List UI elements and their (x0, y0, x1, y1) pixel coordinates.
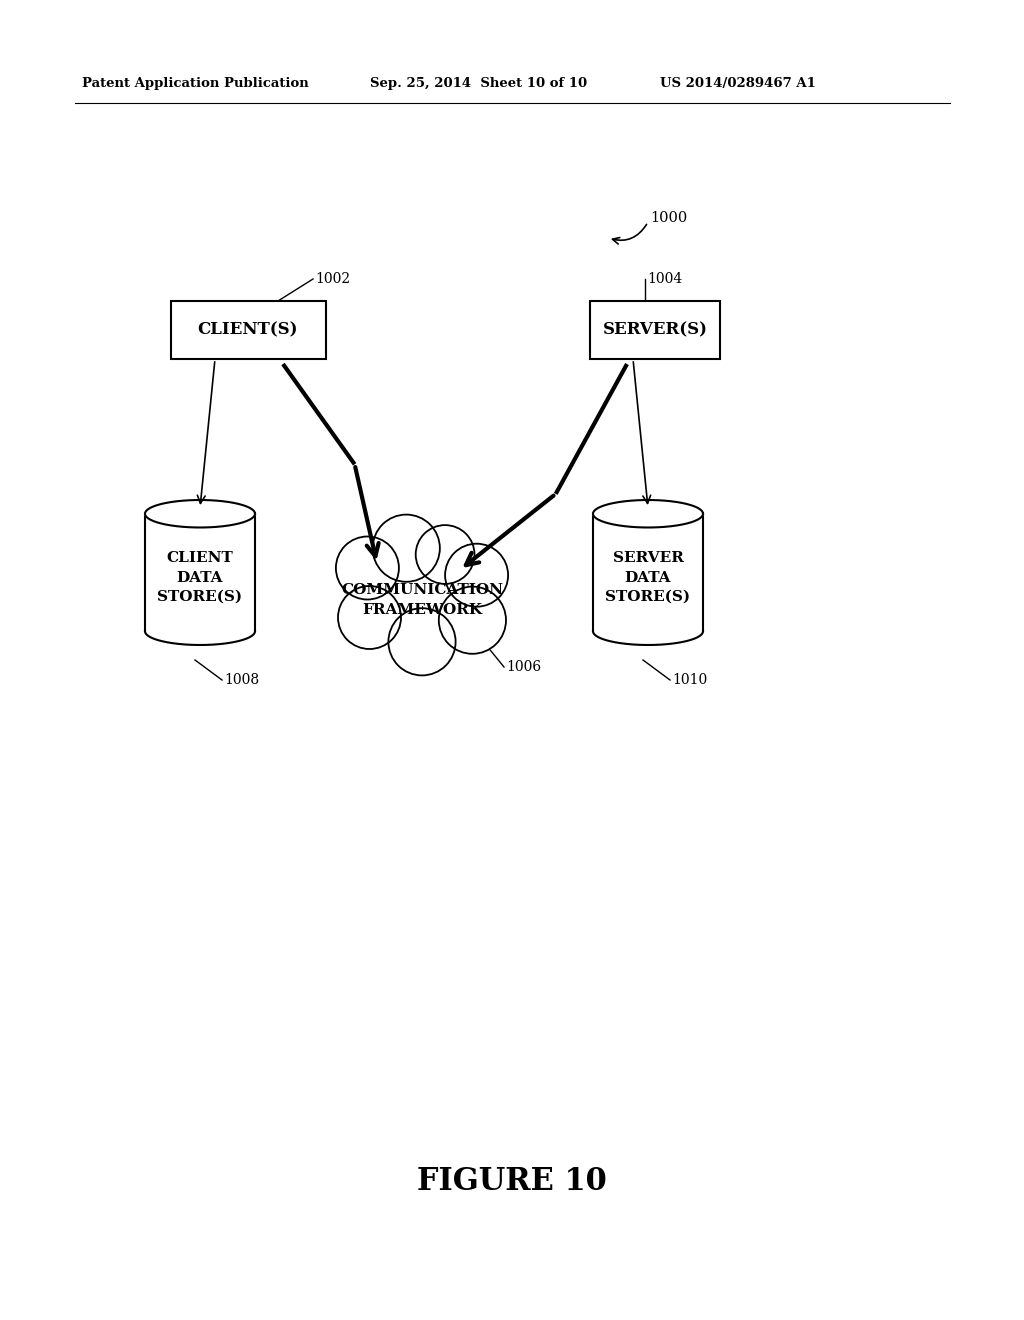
Polygon shape (145, 500, 255, 528)
Circle shape (447, 546, 506, 605)
Circle shape (441, 589, 504, 652)
Text: US 2014/0289467 A1: US 2014/0289467 A1 (660, 77, 816, 90)
Circle shape (445, 544, 508, 607)
Text: SERVER
DATA
STORE(S): SERVER DATA STORE(S) (605, 550, 690, 605)
Text: Patent Application Publication: Patent Application Publication (82, 77, 309, 90)
Bar (171, 301, 326, 359)
Circle shape (375, 517, 437, 579)
Circle shape (416, 525, 474, 583)
Text: SERVER(S): SERVER(S) (602, 322, 708, 338)
Text: CLIENT(S): CLIENT(S) (198, 322, 298, 338)
Text: COMMUNICATION
FRAMEWORK: COMMUNICATION FRAMEWORK (341, 583, 503, 616)
Circle shape (338, 539, 396, 597)
Circle shape (373, 515, 440, 582)
Circle shape (340, 589, 398, 647)
Text: 1008: 1008 (224, 673, 259, 686)
Text: CLIENT
DATA
STORE(S): CLIENT DATA STORE(S) (158, 550, 243, 605)
FancyArrowPatch shape (612, 224, 646, 244)
Circle shape (418, 527, 472, 582)
Text: FIGURE 10: FIGURE 10 (417, 1167, 607, 1197)
Circle shape (336, 536, 399, 599)
Polygon shape (593, 500, 703, 528)
Circle shape (338, 586, 401, 649)
Text: 1000: 1000 (650, 211, 687, 224)
Text: 1006: 1006 (506, 660, 541, 675)
Text: 1004: 1004 (647, 272, 682, 286)
Bar (590, 301, 720, 359)
Text: 1010: 1010 (672, 673, 708, 686)
Circle shape (388, 609, 456, 676)
Circle shape (391, 611, 454, 673)
Text: Sep. 25, 2014  Sheet 10 of 10: Sep. 25, 2014 Sheet 10 of 10 (370, 77, 587, 90)
Circle shape (439, 586, 506, 653)
Text: 1002: 1002 (315, 272, 350, 286)
